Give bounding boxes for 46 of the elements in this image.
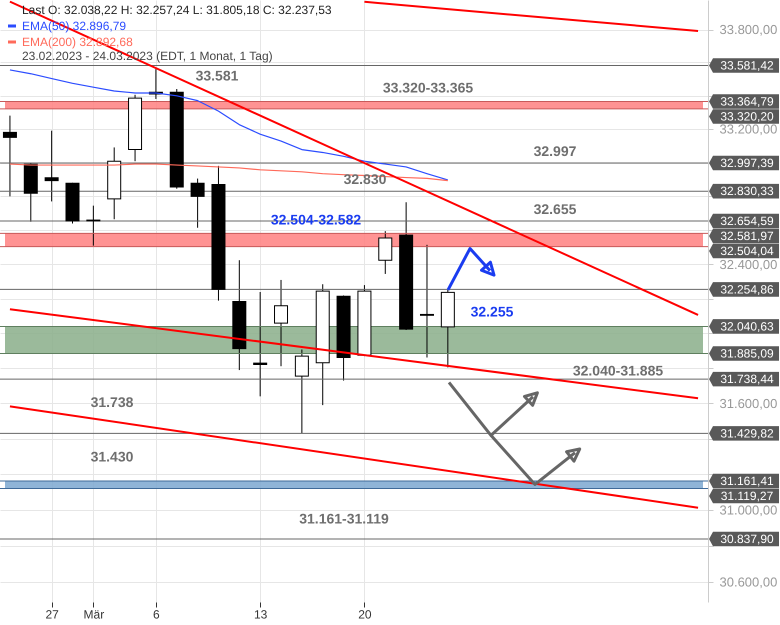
x-tick-label: 13 [254,608,268,622]
band-label: 31.161-31.119 [299,510,389,527]
ref-line-label: 32.581,97 [720,229,774,244]
candlestick [2,115,17,197]
y-tick-label: 31.600,00 [720,396,778,411]
candlestick [44,130,59,202]
ref-line-label: 33.320,20 [720,109,774,124]
annotation: 32.255 [470,303,514,320]
ref-line-label: 31.885,09 [720,346,774,360]
candlestick [86,205,100,246]
y-tick-label: 33.800,00 [720,22,778,38]
ref-line-label: 32.830,33 [720,184,774,198]
candlestick [190,178,205,228]
annotation: 31.738 [90,394,134,410]
candlestick [420,244,434,358]
y-tick-label: 33.200,00 [720,121,778,136]
ref-line-label: 33.581,42 [720,58,774,73]
ref-line-label: 30.837,90 [720,532,774,546]
x-tick-label: 20 [358,608,372,622]
band-label: 32.040-31.885 [572,362,664,378]
annotation: 32.830 [344,171,387,188]
candlestick [274,279,288,367]
y-tick-label: 30.600,00 [720,574,778,590]
ref-line-label: 31.119,27 [720,489,774,504]
ref-line-label: 32.654,59 [720,214,774,228]
ref-line-label: 32.040,63 [720,319,774,334]
annotation: 32.655 [534,201,577,218]
annotation: 31.430 [90,448,134,464]
ref-line-label: 32.254,86 [720,282,774,296]
band-label: 33.320-33.365 [382,79,474,96]
candlestick [378,230,392,274]
annotation: 33.581 [196,68,239,84]
candlestick [253,291,268,397]
ref-line-label: 31.161,41 [720,474,774,488]
ref-line-label: 31.429,82 [720,426,774,440]
annotation: 32.997 [534,143,577,159]
candlestick [294,348,309,434]
ref-line-label: 32.504,04 [720,244,774,258]
y-tick-label: 32.400,00 [720,256,778,272]
x-tick-label: Mär [84,608,104,622]
y-tick-label: 31.000,00 [720,502,778,518]
x-tick-label: 27 [45,608,60,622]
ref-line-label: 31.738,44 [720,372,774,386]
ref-line-label: 33.364,79 [720,94,774,108]
x-tick-label: 6 [153,608,160,622]
ref-line-label: 32.997,39 [720,156,774,170]
